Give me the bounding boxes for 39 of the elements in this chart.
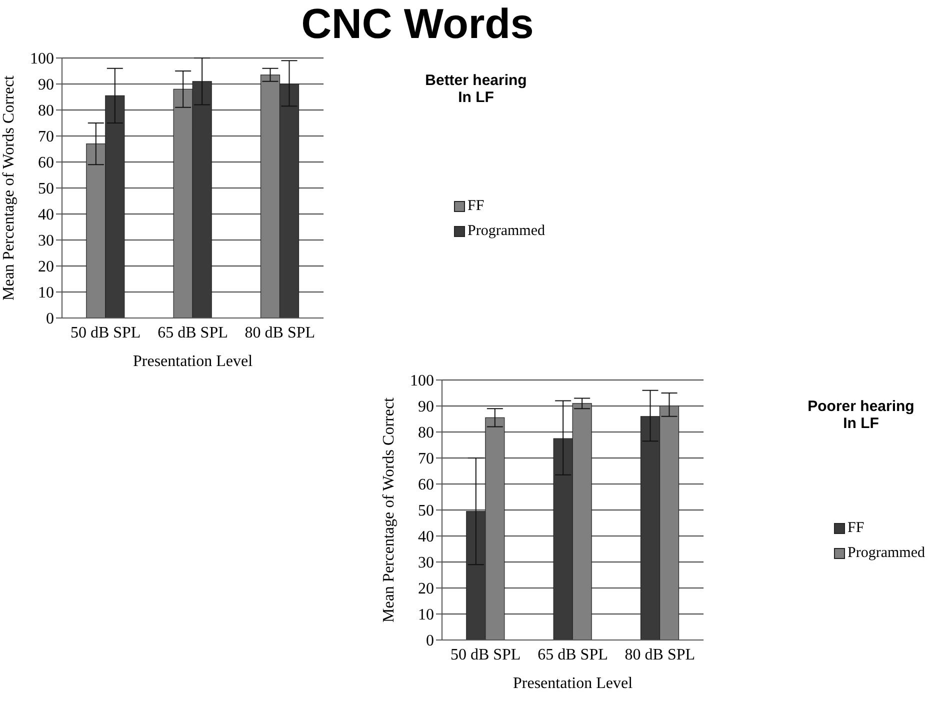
y-tick-label: 80 (38, 102, 54, 120)
y-tick-label: 30 (38, 232, 54, 250)
y-tick-label: 0 (426, 632, 434, 650)
y-tick-label: 50 (38, 180, 54, 198)
y-tick-label: 40 (38, 206, 54, 224)
y-axis-title: Mean Percentage of Words Correct (0, 74, 18, 300)
x-axis-title: Presentation Level (513, 675, 634, 692)
legend-label: FF (468, 198, 484, 215)
y-tick-label: 70 (38, 128, 54, 146)
text: CNC Words (300, 0, 535, 48)
x-tick-label: 50 dB SPL (70, 324, 141, 342)
y-tick-label: 100 (410, 372, 434, 390)
x-tick-label: 50 dB SPL (450, 646, 521, 664)
x-tick-label: 65 dB SPL (158, 324, 228, 342)
y-tick-label: 50 (418, 502, 434, 520)
y-tick-label: 20 (38, 258, 54, 276)
y-tick-label: 20 (418, 580, 434, 598)
x-tick-label: 65 dB SPL (538, 646, 608, 664)
legend-label: Programmed (468, 223, 545, 240)
y-tick-label: 60 (418, 476, 434, 494)
y-tick-label: 100 (30, 50, 54, 68)
y-tick-label: 60 (38, 154, 54, 172)
y-tick-label: 0 (46, 310, 54, 328)
y-tick-label: 30 (418, 554, 434, 572)
x-axis-title: Presentation Level (133, 353, 254, 370)
y-tick-label: 90 (38, 76, 54, 94)
x-tick-label: 80 dB SPL (624, 646, 696, 664)
legend-label: Programmed (848, 545, 925, 562)
y-axis-title: Mean Percentage of Words Correct (380, 396, 398, 622)
y-tick-label: 10 (418, 606, 434, 624)
text: Better hearing In LF (424, 72, 528, 106)
y-tick-label: 90 (418, 398, 434, 416)
text: Poorer hearing In LF (806, 398, 916, 432)
y-tick-label: 80 (418, 424, 434, 442)
x-tick-label: 80 dB SPL (244, 324, 316, 342)
y-tick-label: 40 (418, 528, 434, 546)
legend-label: FF (848, 520, 864, 537)
y-tick-label: 10 (38, 284, 54, 302)
y-tick-label: 70 (418, 450, 434, 468)
